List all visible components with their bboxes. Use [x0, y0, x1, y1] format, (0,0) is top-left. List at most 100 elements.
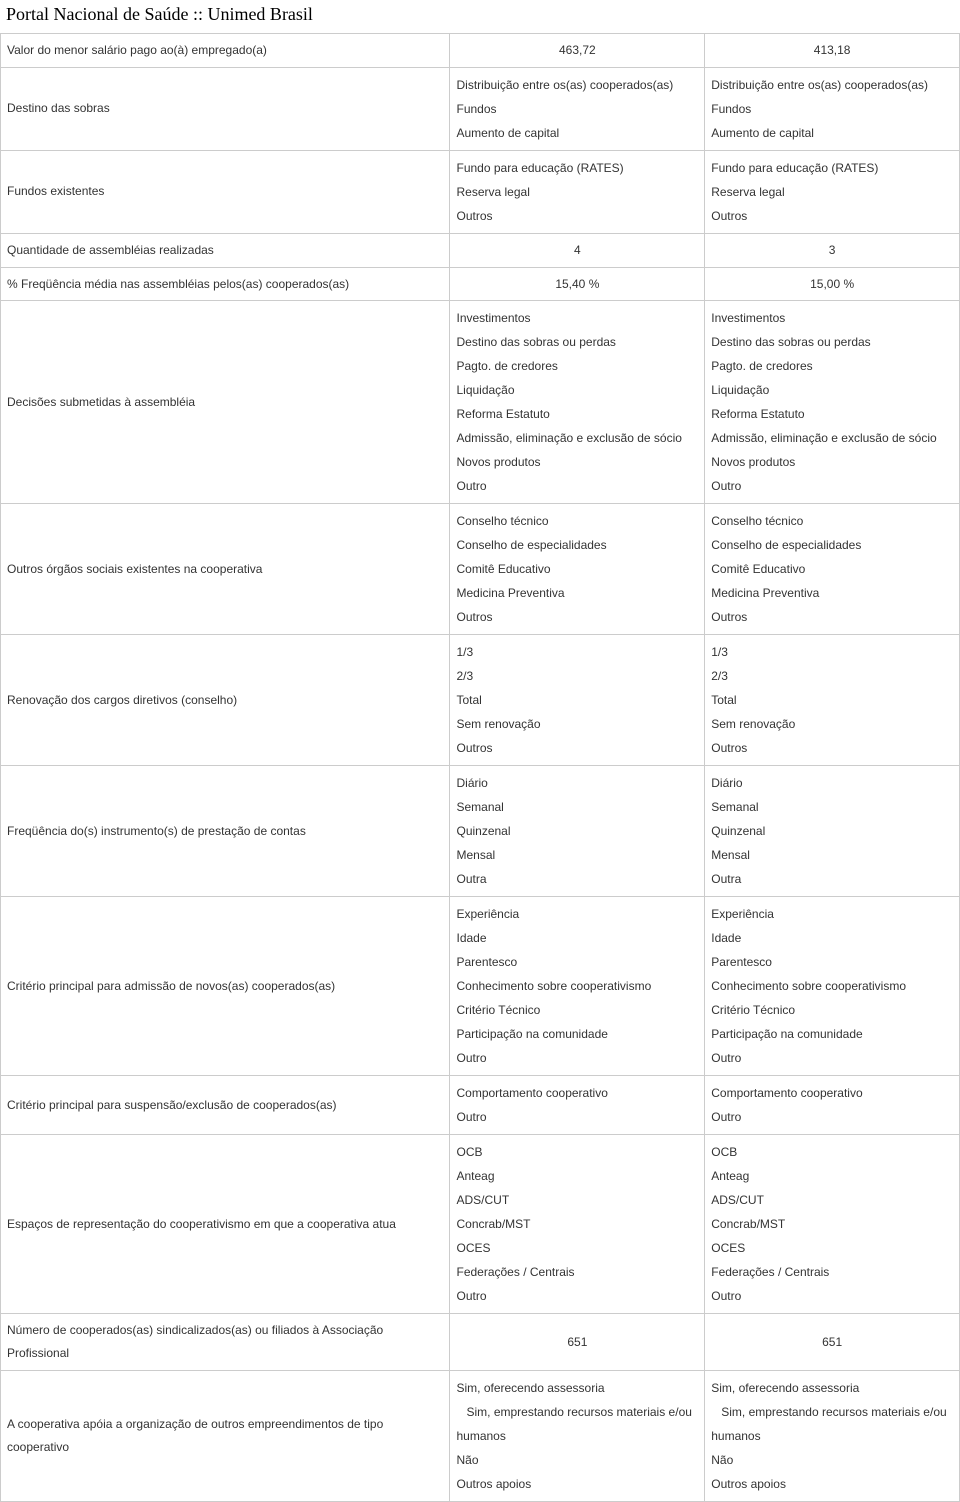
list-item: Federações / Centrais: [456, 1260, 698, 1284]
row-value-col1: Conselho técnicoConselho de especialidad…: [450, 504, 705, 635]
list-item: Aumento de capital: [711, 121, 953, 145]
table-row: A cooperativa apóia a organização de out…: [1, 1370, 960, 1501]
row-value-col1: Distribuição entre os(as) cooperados(as)…: [450, 67, 705, 150]
list-item: Novos produtos: [456, 450, 698, 474]
list-item: Outro: [711, 1046, 953, 1070]
row-value-col1: Sim, oferecendo assessoria Sim, empresta…: [450, 1370, 705, 1501]
list-item: OCES: [456, 1236, 698, 1260]
row-value-col1: OCBAnteagADS/CUTConcrab/MSTOCESFederaçõe…: [450, 1135, 705, 1314]
row-value-col2: 1/32/3TotalSem renovaçãoOutros: [705, 635, 960, 766]
list-item: Mensal: [711, 843, 953, 867]
list-item: Parentesco: [456, 950, 698, 974]
row-value-col2: Distribuição entre os(as) cooperados(as)…: [705, 67, 960, 150]
list-item: Outros apoios: [711, 1472, 953, 1496]
row-value-col1: 4: [450, 233, 705, 267]
list-item: Idade: [456, 926, 698, 950]
list-item: Outros: [711, 204, 953, 228]
list-item: Fundo para educação (RATES): [711, 156, 953, 180]
list-item: Fundo para educação (RATES): [456, 156, 698, 180]
list-item: Semanal: [456, 795, 698, 819]
list-item: Critério Técnico: [456, 998, 698, 1022]
row-value-col2: ExperiênciaIdadeParentescoConhecimento s…: [705, 897, 960, 1076]
list-item: Critério Técnico: [711, 998, 953, 1022]
list-item: Federações / Centrais: [711, 1260, 953, 1284]
list-item: Pagto. de credores: [711, 354, 953, 378]
row-label: Número de cooperados(as) sindicalizados(…: [1, 1314, 450, 1371]
row-label: Destino das sobras: [1, 67, 450, 150]
row-label: Renovação dos cargos diretivos (conselho…: [1, 635, 450, 766]
table-row: Espaços de representação do cooperativis…: [1, 1135, 960, 1314]
list-item: Reforma Estatuto: [711, 402, 953, 426]
table-row: % Freqüência média nas assembléias pelos…: [1, 267, 960, 301]
list-item: Diário: [711, 771, 953, 795]
list-item: Outro: [456, 1284, 698, 1308]
list-item: Experiência: [711, 902, 953, 926]
list-item: Conselho técnico: [711, 509, 953, 533]
row-value-col2: Fundo para educação (RATES)Reserva legal…: [705, 150, 960, 233]
list-item: Sem renovação: [456, 712, 698, 736]
table-row: Renovação dos cargos diretivos (conselho…: [1, 635, 960, 766]
list-item: Concrab/MST: [711, 1212, 953, 1236]
row-value-col2: DiárioSemanalQuinzenalMensalOutra: [705, 766, 960, 897]
row-label: Espaços de representação do cooperativis…: [1, 1135, 450, 1314]
list-item: Outros: [711, 736, 953, 760]
list-item: Destino das sobras ou perdas: [456, 330, 698, 354]
list-item: Novos produtos: [711, 450, 953, 474]
row-label: Critério principal para admissão de novo…: [1, 897, 450, 1076]
list-item: Sim, oferecendo assessoria: [456, 1376, 698, 1400]
list-item: Reserva legal: [711, 180, 953, 204]
list-item: Investimentos: [456, 306, 698, 330]
list-item: Outros apoios: [456, 1472, 698, 1496]
list-item: Outra: [456, 867, 698, 891]
row-value-col1: Comportamento cooperativoOutro: [450, 1076, 705, 1135]
row-value-col2: 3: [705, 233, 960, 267]
list-item: Experiência: [456, 902, 698, 926]
row-label: Quantidade de assembléias realizadas: [1, 233, 450, 267]
list-item: Fundos: [456, 97, 698, 121]
list-item: Outros: [456, 204, 698, 228]
list-item: Anteag: [711, 1164, 953, 1188]
list-item: Sim, emprestando recursos materiais e/ou…: [711, 1400, 953, 1448]
list-item: Liquidação: [456, 378, 698, 402]
table-row: Critério principal para admissão de novo…: [1, 897, 960, 1076]
row-value-col2: 413,18: [705, 34, 960, 68]
table-row: Fundos existentesFundo para educação (RA…: [1, 150, 960, 233]
list-item: Quinzenal: [711, 819, 953, 843]
row-label: % Freqüência média nas assembléias pelos…: [1, 267, 450, 301]
list-item: Outros: [456, 736, 698, 760]
list-item: Outros: [456, 605, 698, 629]
list-item: Conselho de especialidades: [711, 533, 953, 557]
list-item: Reforma Estatuto: [456, 402, 698, 426]
list-item: Outro: [711, 1284, 953, 1308]
list-item: Distribuição entre os(as) cooperados(as): [711, 73, 953, 97]
table-row: Destino das sobrasDistribuição entre os(…: [1, 67, 960, 150]
data-table: Valor do menor salário pago ao(à) empreg…: [0, 33, 960, 1502]
list-item: Participação na comunidade: [711, 1022, 953, 1046]
list-item: Reserva legal: [456, 180, 698, 204]
list-item: Não: [456, 1448, 698, 1472]
list-item: Outros: [711, 605, 953, 629]
list-item: Sim, oferecendo assessoria: [711, 1376, 953, 1400]
row-value-col1: InvestimentosDestino das sobras ou perda…: [450, 301, 705, 504]
list-item: Semanal: [711, 795, 953, 819]
list-item: Admissão, eliminação e exclusão de sócio: [456, 426, 698, 450]
list-item: ADS/CUT: [456, 1188, 698, 1212]
list-item: Anteag: [456, 1164, 698, 1188]
table-row: Decisões submetidas à assembléiaInvestim…: [1, 301, 960, 504]
list-item: Mensal: [456, 843, 698, 867]
row-label: Fundos existentes: [1, 150, 450, 233]
list-item: Admissão, eliminação e exclusão de sócio: [711, 426, 953, 450]
table-row: Número de cooperados(as) sindicalizados(…: [1, 1314, 960, 1371]
list-item: Conselho de especialidades: [456, 533, 698, 557]
list-item: Medicina Preventiva: [711, 581, 953, 605]
list-item: Comitê Educativo: [456, 557, 698, 581]
list-item: Liquidação: [711, 378, 953, 402]
row-value-col2: OCBAnteagADS/CUTConcrab/MSTOCESFederaçõe…: [705, 1135, 960, 1314]
row-value-col2: Comportamento cooperativoOutro: [705, 1076, 960, 1135]
list-item: Comitê Educativo: [711, 557, 953, 581]
list-item: Conhecimento sobre cooperativismo: [456, 974, 698, 998]
row-value-col2: 15,00 %: [705, 267, 960, 301]
list-item: Distribuição entre os(as) cooperados(as): [456, 73, 698, 97]
row-label: Valor do menor salário pago ao(à) empreg…: [1, 34, 450, 68]
list-item: Conselho técnico: [456, 509, 698, 533]
